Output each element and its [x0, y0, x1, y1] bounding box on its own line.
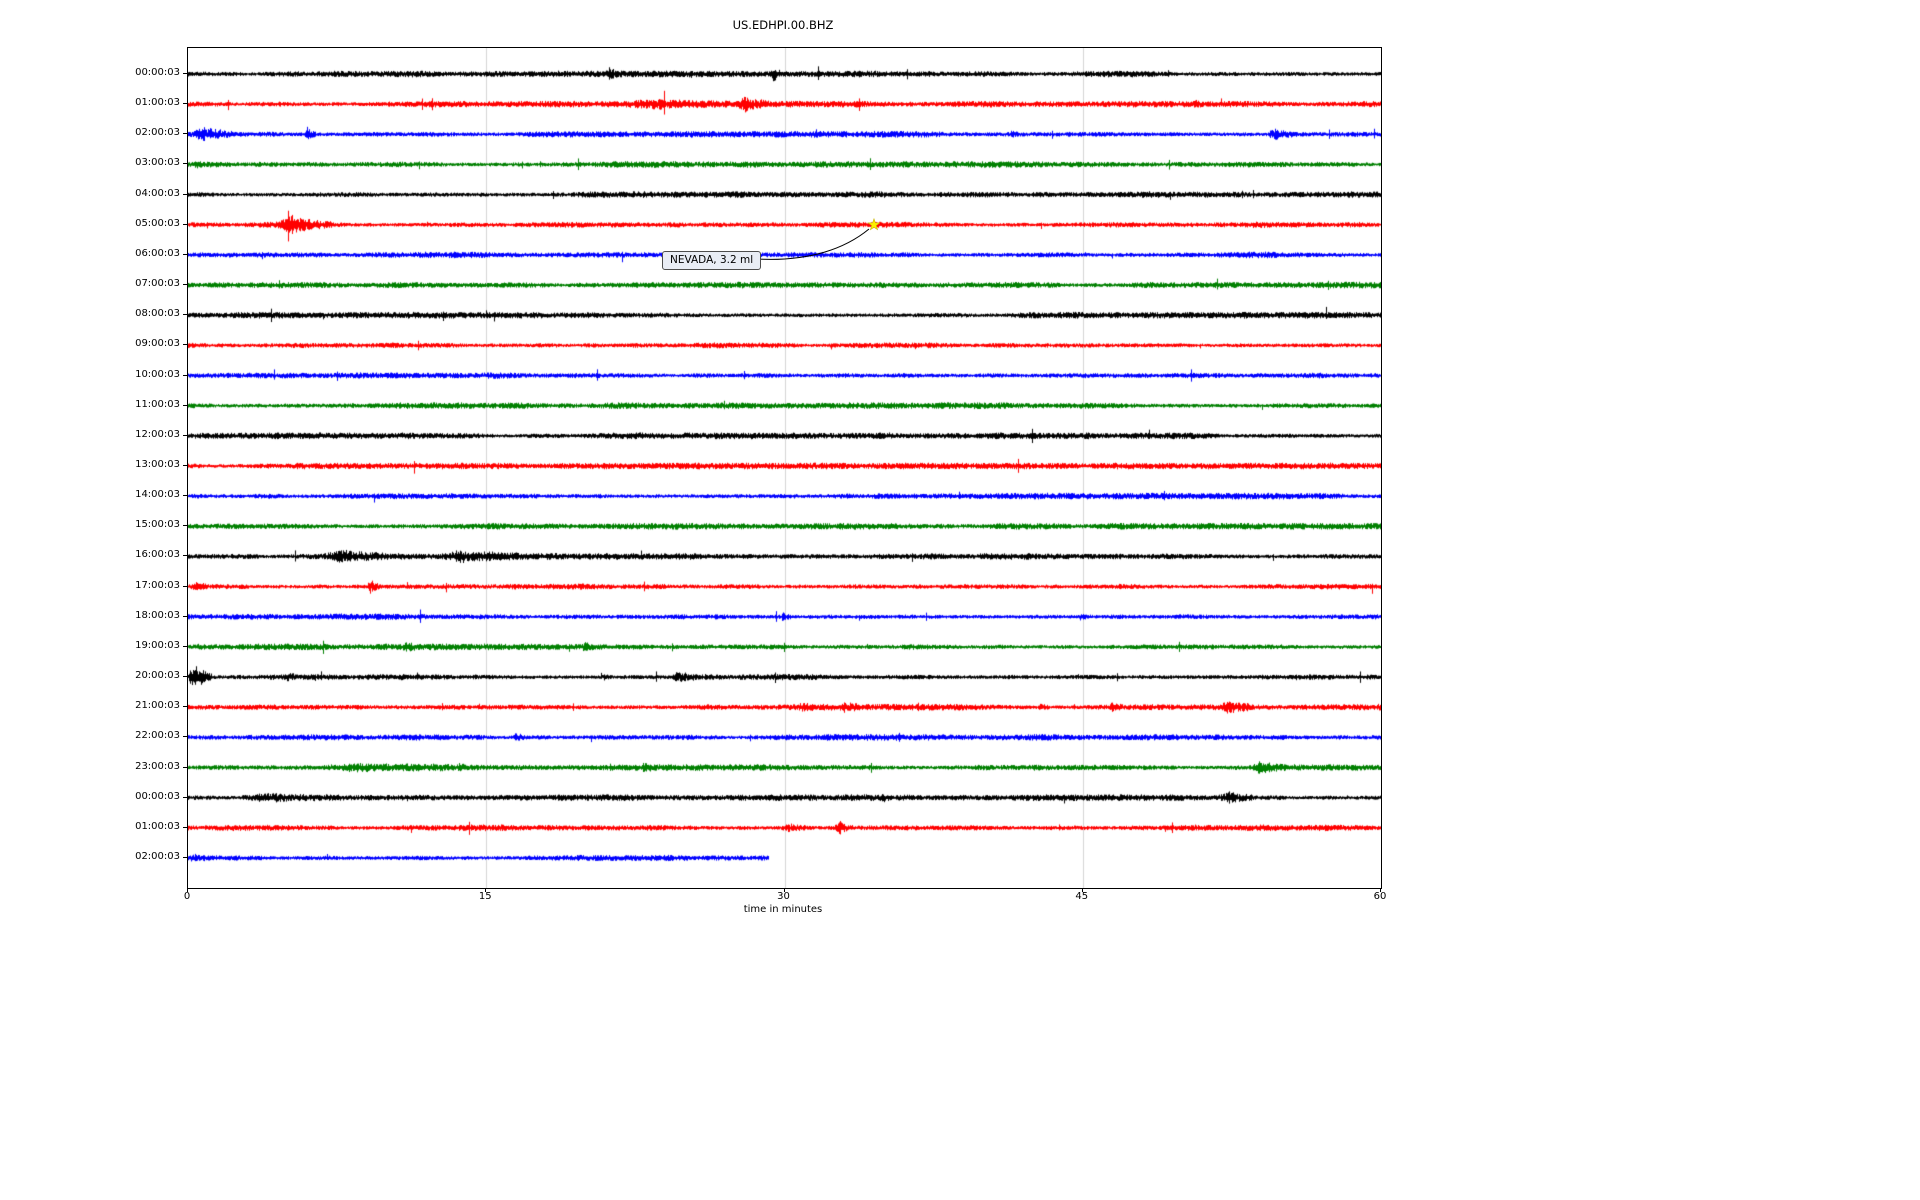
y-tick-mark: [183, 314, 187, 316]
y-tick-label: 00:00:03: [135, 67, 180, 78]
y-tick-label: 13:00:03: [135, 458, 180, 470]
y-tick-label: 00:00:03: [135, 790, 180, 802]
x-tick-label: 60: [1373, 891, 1387, 902]
y-tick-mark: [183, 404, 187, 406]
y-tick-label: 03:00:03: [135, 157, 180, 169]
x-tick-mark: [1380, 888, 1381, 892]
y-tick-label: 20:00:03: [135, 670, 180, 682]
y-tick-label: 02:00:03: [135, 850, 180, 862]
y-tick-label: 12:00:03: [135, 428, 180, 440]
y-tick-label: 21:00:03: [135, 700, 180, 712]
x-axis-label: time in minutes: [743, 904, 823, 915]
y-tick-mark: [183, 223, 187, 225]
y-tick-label: 14:00:03: [135, 489, 180, 501]
y-tick-label: 01:00:03: [135, 820, 180, 832]
y-tick-label: 09:00:03: [135, 338, 180, 350]
y-tick-mark: [183, 163, 187, 165]
y-tick-mark: [183, 464, 187, 466]
x-tick-label: 0: [183, 891, 191, 902]
y-tick-mark: [183, 796, 187, 798]
y-tick-mark: [183, 826, 187, 828]
y-tick-mark: [183, 615, 187, 617]
x-tick-mark: [187, 888, 188, 892]
y-tick-label: 16:00:03: [135, 549, 180, 561]
y-tick-mark: [183, 103, 187, 105]
y-tick-mark: [183, 736, 187, 738]
event-annotation: NEVADA, 3.2 ml: [662, 251, 762, 270]
y-tick-mark: [183, 344, 187, 346]
y-tick-mark: [183, 193, 187, 195]
y-tick-label: 08:00:03: [135, 308, 180, 320]
y-tick-label: 07:00:03: [135, 278, 180, 290]
y-tick-mark: [183, 374, 187, 376]
y-tick-label: 01:00:03: [135, 97, 180, 109]
y-tick-mark: [183, 525, 187, 527]
y-tick-mark: [183, 585, 187, 587]
x-tick-label: 45: [1075, 891, 1089, 902]
y-tick-label: 17:00:03: [135, 579, 180, 591]
y-tick-mark: [183, 253, 187, 255]
y-tick-label: 02:00:03: [135, 127, 180, 139]
seismogram-canvas: [188, 48, 1381, 888]
chart-title: US.EDHPI.00.BHZ: [732, 18, 834, 32]
y-tick-label: 19:00:03: [135, 639, 180, 651]
y-tick-mark: [183, 706, 187, 708]
y-tick-mark: [183, 766, 187, 768]
y-tick-mark: [183, 856, 187, 858]
y-tick-label: 22:00:03: [135, 730, 180, 742]
y-tick-label: 05:00:03: [135, 217, 180, 229]
y-tick-mark: [183, 495, 187, 497]
y-tick-mark: [183, 73, 187, 74]
y-tick-label: 18:00:03: [135, 609, 180, 621]
y-tick-mark: [183, 676, 187, 678]
x-tick-mark: [783, 888, 785, 892]
y-tick-mark: [183, 133, 187, 135]
y-tick-label: 11:00:03: [135, 398, 180, 410]
x-tick-mark: [1081, 888, 1083, 892]
x-tick-mark: [485, 888, 487, 892]
x-tick-label: 15: [478, 891, 492, 902]
y-tick-mark: [183, 645, 187, 647]
y-tick-label: 15:00:03: [135, 519, 180, 531]
y-tick-mark: [183, 434, 187, 436]
y-tick-label: 23:00:03: [135, 760, 180, 772]
y-tick-label: 04:00:03: [135, 187, 180, 199]
y-tick-mark: [183, 555, 187, 557]
y-tick-label: 10:00:03: [135, 368, 180, 380]
y-tick-mark: [183, 284, 187, 286]
x-tick-label: 30: [777, 891, 790, 902]
y-tick-label: 06:00:03: [135, 247, 180, 259]
plot-area: NEVADA, 3.2 ml: [187, 47, 1382, 889]
